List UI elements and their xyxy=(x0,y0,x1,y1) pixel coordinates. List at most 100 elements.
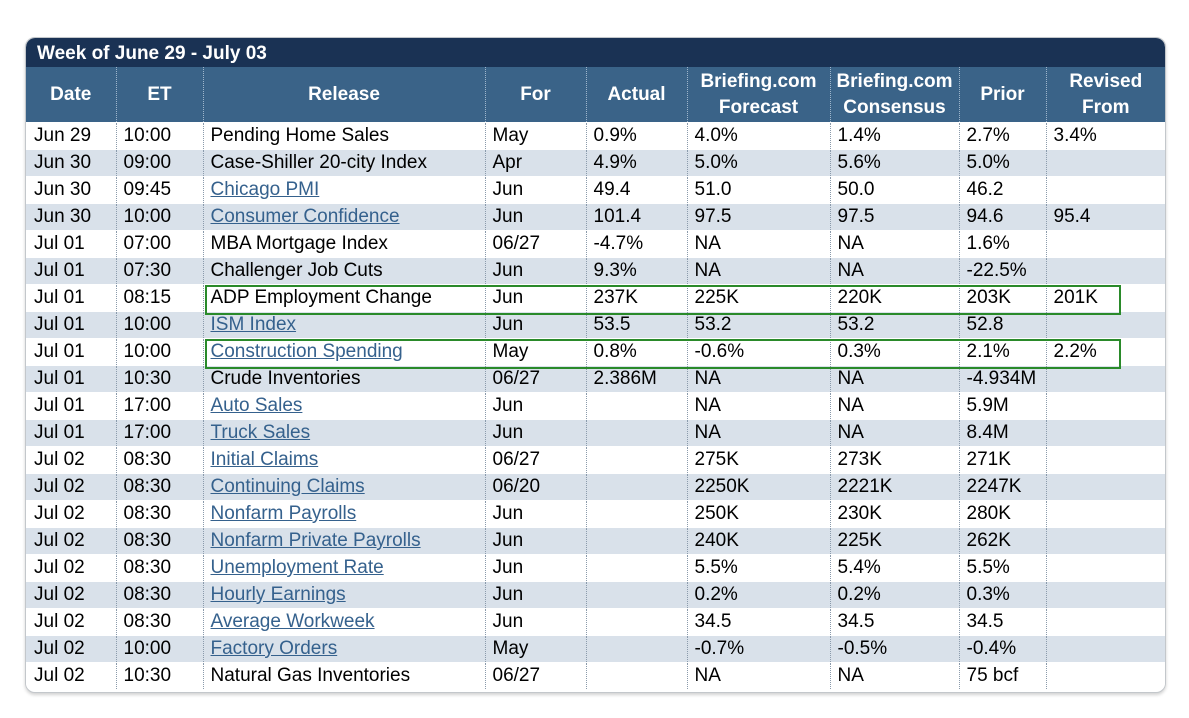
release-link[interactable]: Factory Orders xyxy=(210,638,338,659)
cell-date: Jul 02 xyxy=(26,527,116,555)
col-header-for: For xyxy=(484,67,586,123)
cell-consensus: 5.6% xyxy=(829,149,959,177)
cell-revised xyxy=(1045,446,1165,474)
cell-prior: 2.1% xyxy=(958,338,1046,366)
cell-date: Jul 01 xyxy=(26,230,116,258)
release-link[interactable]: Construction Spending xyxy=(210,341,403,362)
cell-prior: 262K xyxy=(958,527,1046,555)
table-row: Jul 01 07:30 Challenger Job Cuts Jun 9.3% NA N… xyxy=(26,257,1165,285)
table-row: Jul 02 10:00 Factory Orders May -0.7% -0.5% -0… xyxy=(26,635,1165,663)
cell-revised: 3.4% xyxy=(1045,122,1165,150)
cell-revised xyxy=(1045,527,1165,555)
cell-release: Pending Home Sales xyxy=(202,122,485,150)
cell-consensus: NA xyxy=(829,392,959,420)
cell-date: Jun 30 xyxy=(26,149,116,177)
cell-actual: 9.3% xyxy=(585,257,687,285)
cell-consensus: 0.3% xyxy=(829,338,959,366)
cell-forecast: 97.5 xyxy=(686,203,830,231)
release-link[interactable]: Consumer Confidence xyxy=(210,206,400,227)
cell-et: 09:00 xyxy=(115,149,203,177)
release-link[interactable]: Chicago PMI xyxy=(210,179,320,200)
cell-release: Consumer Confidence xyxy=(202,203,485,231)
table-row: Jul 01 10:00 Construction Spending May 0.8% -… xyxy=(26,338,1165,366)
cell-forecast: -0.7% xyxy=(686,635,830,663)
cell-for: Jun xyxy=(484,176,586,204)
cell-revised xyxy=(1045,176,1165,204)
cell-revised xyxy=(1045,662,1165,689)
cell-et: 09:45 xyxy=(115,176,203,204)
cell-consensus: NA xyxy=(829,365,959,393)
table-row: Jul 01 17:00 Auto Sales Jun NA NA 5.9M xyxy=(26,392,1165,420)
col-header-revised-line1: Revised xyxy=(1069,70,1143,92)
release-link[interactable]: Truck Sales xyxy=(210,422,311,443)
release-link[interactable]: ISM Index xyxy=(210,314,297,335)
cell-et: 10:00 xyxy=(115,635,203,663)
cell-consensus: 225K xyxy=(829,527,959,555)
cell-date: Jul 02 xyxy=(26,500,116,528)
cell-consensus: NA xyxy=(829,257,959,285)
col-header-forecast-line1: Briefing.com xyxy=(700,70,817,92)
cell-et: 10:30 xyxy=(115,662,203,689)
col-header-et: ET xyxy=(115,67,203,123)
cell-consensus: -0.5% xyxy=(829,635,959,663)
col-header-forecast-line2: Forecast xyxy=(718,96,799,118)
cell-actual xyxy=(585,500,687,528)
cell-consensus: 2221K xyxy=(829,473,959,501)
cell-revised xyxy=(1045,230,1165,258)
cell-for: Jun xyxy=(484,581,586,609)
cell-date: Jun 29 xyxy=(26,122,116,150)
cell-revised xyxy=(1045,365,1165,393)
release-link[interactable]: Nonfarm Private Payrolls xyxy=(210,530,421,551)
table-row: Jul 01 10:30 Crude Inventories 06/27 2.386M N… xyxy=(26,365,1165,393)
cell-revised xyxy=(1045,392,1165,420)
cell-prior: -0.4% xyxy=(958,635,1046,663)
release-link[interactable]: Average Workweek xyxy=(210,611,375,632)
cell-prior: 0.3% xyxy=(958,581,1046,609)
cell-forecast: 250K xyxy=(686,500,830,528)
release-link[interactable]: Initial Claims xyxy=(210,449,319,470)
cell-for: May xyxy=(484,338,586,366)
col-header-consensus-line1: Briefing.com xyxy=(836,70,953,92)
cell-et: 08:30 xyxy=(115,581,203,609)
cell-et: 10:00 xyxy=(115,203,203,231)
cell-et: 08:15 xyxy=(115,284,203,312)
cell-prior: 5.5% xyxy=(958,554,1046,582)
cell-actual: 237K xyxy=(585,284,687,312)
release-link[interactable]: Unemployment Rate xyxy=(210,557,384,578)
cell-for: Jun xyxy=(484,203,586,231)
cell-forecast: 240K xyxy=(686,527,830,555)
cell-prior: 280K xyxy=(958,500,1046,528)
table-row: Jul 01 10:00 ISM Index Jun 53.5 53.2 53.2 52.8 xyxy=(26,311,1165,339)
cell-release: Unemployment Rate xyxy=(202,554,485,582)
release-link[interactable]: Auto Sales xyxy=(210,395,303,416)
cell-et: 07:30 xyxy=(115,257,203,285)
cell-for: 06/27 xyxy=(484,662,586,689)
cell-actual: -4.7% xyxy=(585,230,687,258)
release-link[interactable]: Hourly Earnings xyxy=(210,584,346,605)
table-row: Jul 02 08:30 Nonfarm Payrolls Jun 250K 230K 28… xyxy=(26,500,1165,528)
cell-for: 06/27 xyxy=(484,365,586,393)
cell-revised xyxy=(1045,257,1165,285)
cell-release: MBA Mortgage Index xyxy=(202,230,485,258)
cell-actual xyxy=(585,527,687,555)
release-link[interactable]: Continuing Claims xyxy=(210,476,365,497)
cell-forecast: NA xyxy=(686,257,830,285)
table-row: Jul 02 08:30 Continuing Claims 06/20 2250K 22… xyxy=(26,473,1165,501)
cell-forecast: 5.5% xyxy=(686,554,830,582)
table-row: Jul 01 17:00 Truck Sales Jun NA NA 8.4M xyxy=(26,419,1165,447)
table-row: Jul 02 08:30 Average Workweek Jun 34.5 34.5 34… xyxy=(26,608,1165,636)
cell-release: Nonfarm Payrolls xyxy=(202,500,485,528)
cell-et: 08:30 xyxy=(115,608,203,636)
release-link[interactable]: Nonfarm Payrolls xyxy=(210,503,357,524)
cell-forecast: -0.6% xyxy=(686,338,830,366)
cell-et: 08:30 xyxy=(115,554,203,582)
cell-date: Jul 02 xyxy=(26,662,116,689)
cell-et: 17:00 xyxy=(115,419,203,447)
cell-release: Hourly Earnings xyxy=(202,581,485,609)
cell-prior: 5.9M xyxy=(958,392,1046,420)
cell-prior: 75 bcf xyxy=(958,662,1046,689)
cell-et: 10:30 xyxy=(115,365,203,393)
cell-forecast: 275K xyxy=(686,446,830,474)
cell-actual xyxy=(585,446,687,474)
cell-revised xyxy=(1045,635,1165,663)
